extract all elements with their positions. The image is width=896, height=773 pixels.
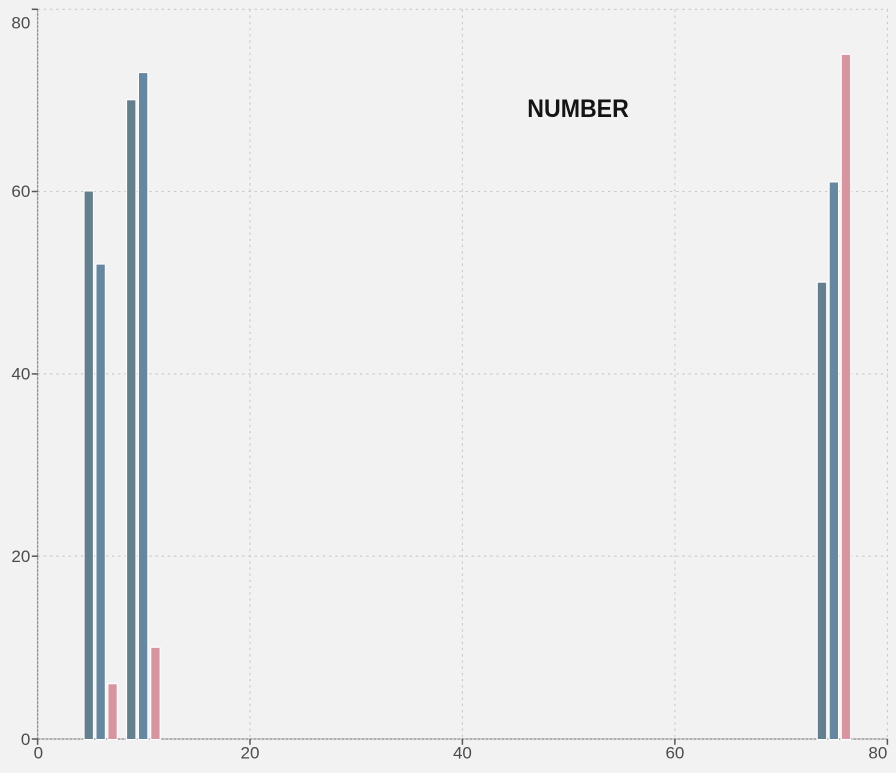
svg-text:0: 0 — [21, 730, 30, 749]
svg-text:80: 80 — [868, 743, 887, 762]
svg-text:60: 60 — [11, 182, 30, 201]
svg-text:60: 60 — [665, 743, 684, 762]
svg-text:20: 20 — [11, 547, 30, 566]
svg-text:80: 80 — [11, 13, 30, 32]
svg-text:20: 20 — [241, 743, 260, 762]
svg-text:40: 40 — [11, 365, 30, 384]
svg-text:0: 0 — [34, 743, 43, 762]
svg-text:40: 40 — [453, 743, 472, 762]
svg-text:NUMBER: NUMBER — [527, 95, 629, 123]
